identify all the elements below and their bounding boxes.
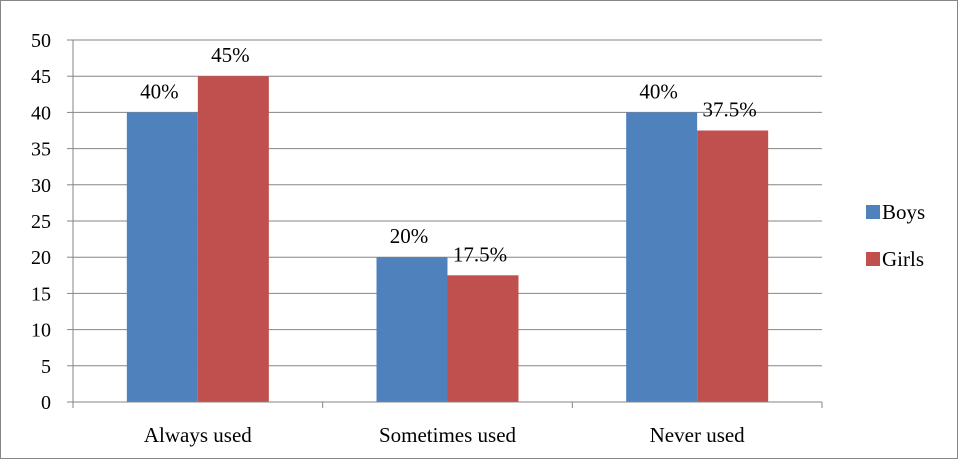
data-label: 37.5% [703, 98, 757, 122]
y-tick-label: 10 [31, 320, 51, 342]
legend-swatch-boys [866, 205, 880, 219]
x-category-label: Always used [144, 423, 252, 447]
bars [126, 76, 769, 403]
bar-boys [126, 112, 198, 403]
data-label: 17.5% [453, 242, 507, 266]
y-tick-label: 35 [31, 139, 51, 161]
data-labels: 40% 45% 20% 17.5% 40% 37.5% [140, 43, 757, 266]
data-label: 20% [390, 224, 429, 248]
bar-girls [697, 130, 769, 402]
y-tick-label: 40 [31, 102, 51, 124]
y-tick-label: 0 [41, 392, 51, 414]
bar-boys [626, 112, 698, 403]
x-category-label: Never used [650, 423, 746, 447]
axes [67, 39, 823, 408]
y-tick-label: 20 [31, 247, 51, 269]
data-label: 40% [639, 79, 678, 103]
legend-label-boys: Boys [882, 200, 925, 224]
bar-boys [376, 257, 448, 402]
x-axis-category-labels: Always used Sometimes used Never used [144, 423, 745, 447]
y-tick-label: 30 [31, 175, 51, 197]
x-category-label: Sometimes used [379, 423, 517, 447]
y-axis-tick-labels: 0 5 10 15 20 25 30 35 40 45 50 [31, 30, 51, 414]
legend-swatch-girls [866, 252, 880, 266]
y-tick-label: 45 [31, 66, 51, 88]
y-tick-label: 25 [31, 211, 51, 233]
y-tick-label: 15 [31, 283, 51, 305]
bar-girls [197, 76, 269, 402]
y-tick-label: 50 [31, 30, 51, 52]
data-label: 40% [140, 79, 179, 103]
data-label: 45% [211, 43, 250, 67]
legend-label-girls: Girls [882, 247, 924, 271]
bar-girls [447, 275, 519, 402]
y-tick-label: 5 [41, 356, 51, 378]
legend: Boys Girls [866, 200, 925, 271]
